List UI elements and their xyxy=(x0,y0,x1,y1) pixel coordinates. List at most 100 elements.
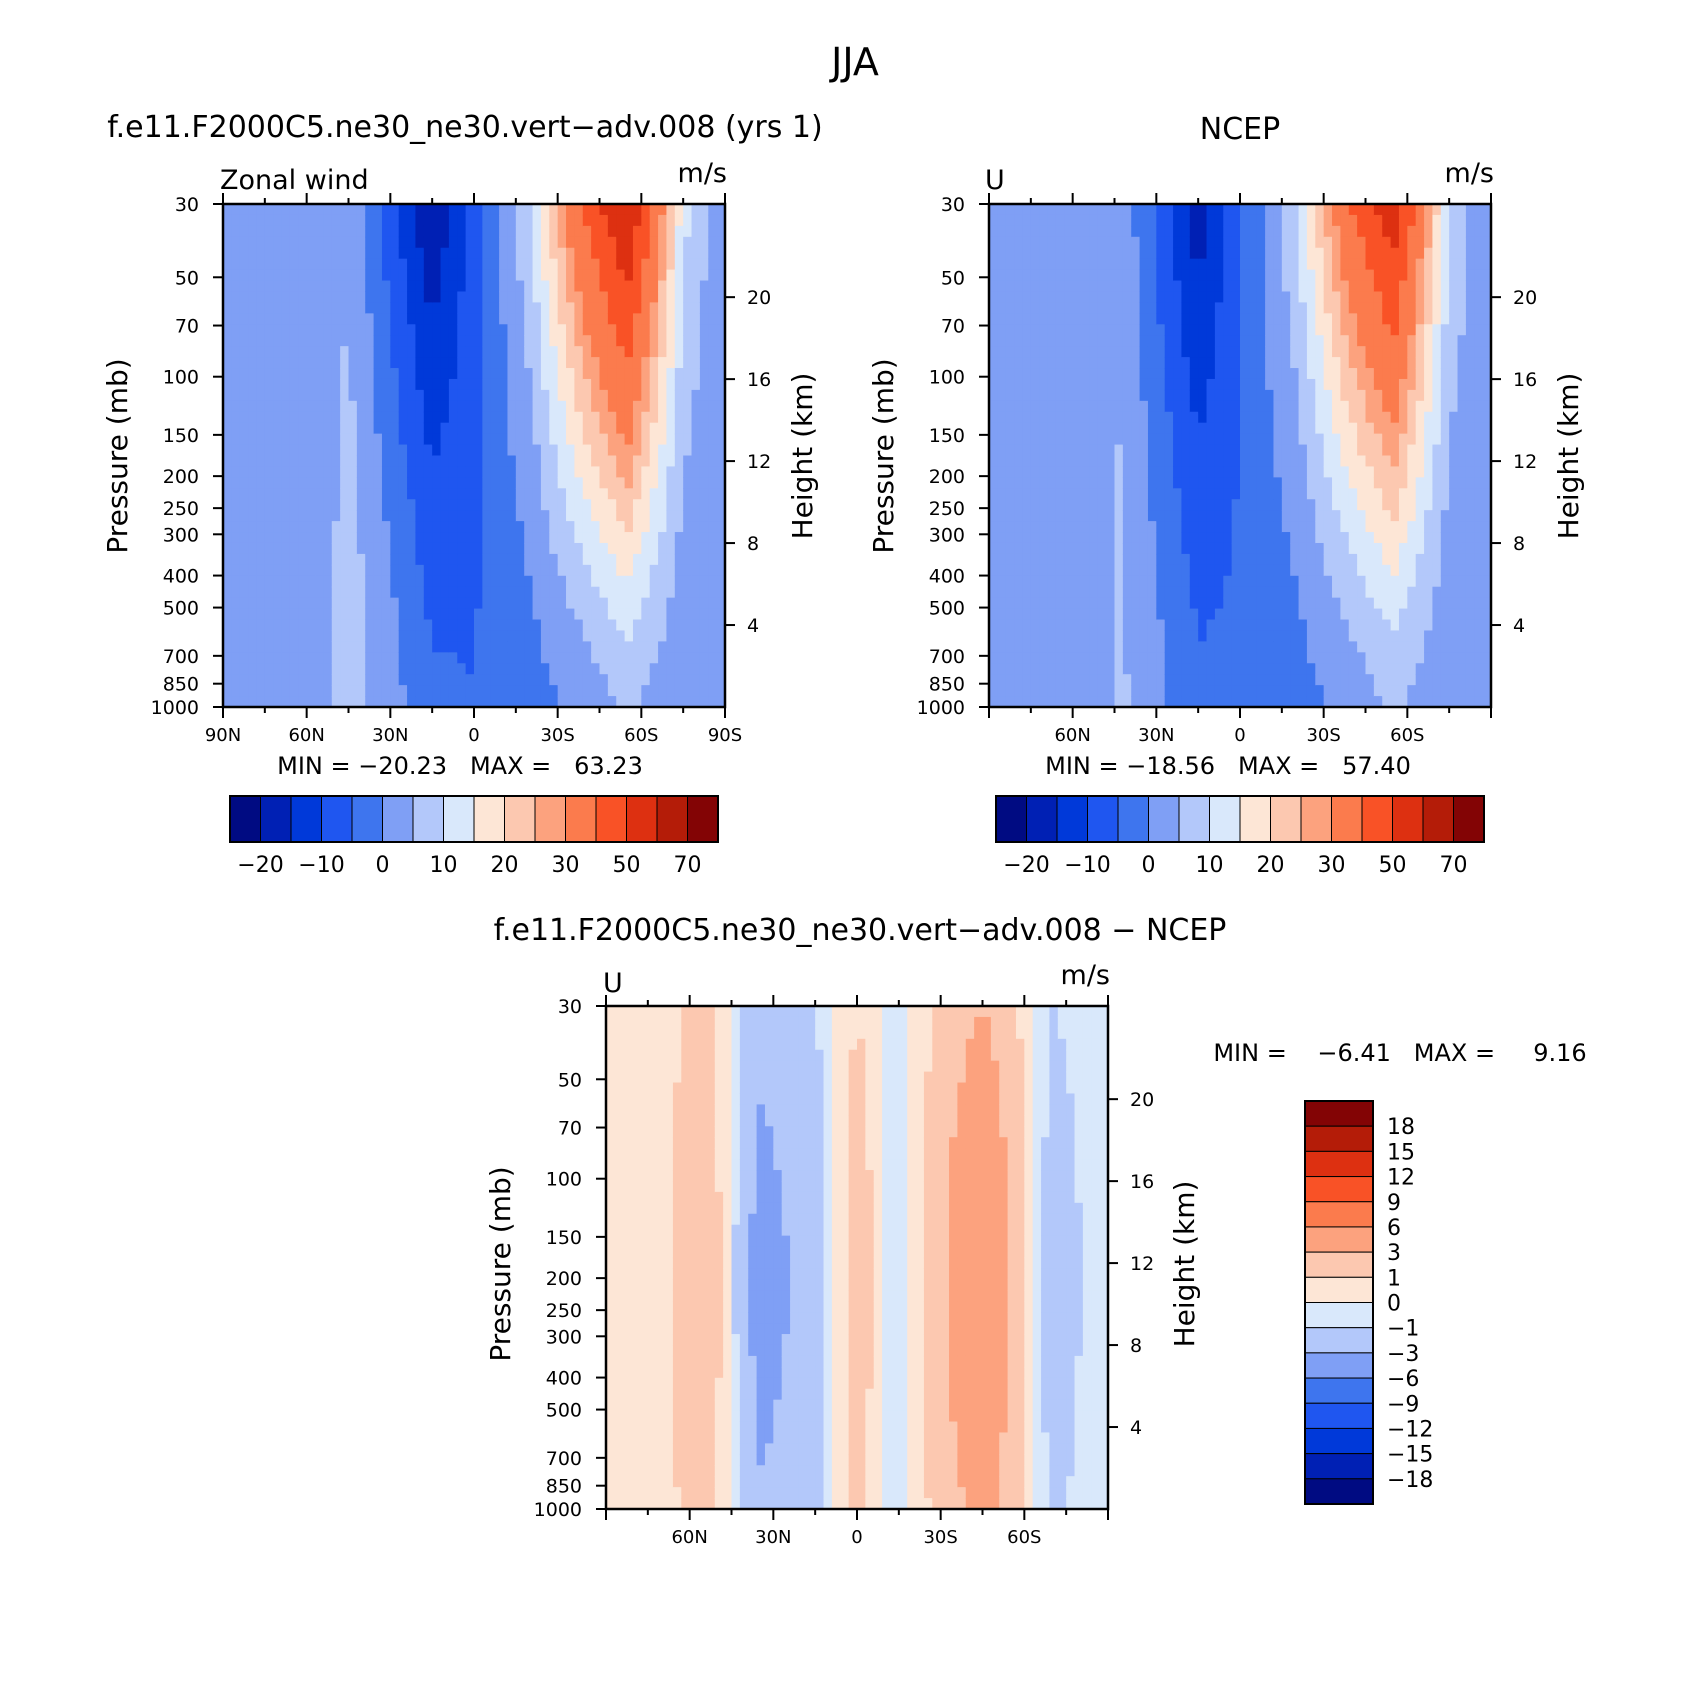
field-cell xyxy=(540,510,550,522)
field-cell xyxy=(482,652,492,664)
field-cell xyxy=(1106,663,1116,675)
field-cell xyxy=(524,575,534,588)
field-cell xyxy=(1055,389,1065,402)
field-cell xyxy=(691,204,701,216)
field-cell xyxy=(1055,663,1065,675)
field-cell xyxy=(1273,291,1283,304)
field-cell xyxy=(1106,542,1116,555)
field-cell xyxy=(549,411,559,424)
field-cell xyxy=(1248,291,1258,304)
field-cell xyxy=(699,521,709,533)
field-cell xyxy=(423,575,433,588)
field-cell xyxy=(1005,236,1015,249)
field-cell xyxy=(641,204,651,216)
field-cell xyxy=(1064,575,1074,588)
field-cell xyxy=(1164,302,1174,314)
field-cell xyxy=(666,324,676,336)
field-cell xyxy=(1290,258,1300,271)
field-cell xyxy=(348,586,358,599)
field-cell xyxy=(474,400,483,413)
field-cell xyxy=(1265,477,1275,489)
field-cell xyxy=(231,236,241,249)
field-cell xyxy=(683,619,693,632)
field-cell xyxy=(997,313,1007,325)
field-cell xyxy=(683,389,693,402)
field-cell xyxy=(1281,204,1291,216)
field-cell xyxy=(1039,641,1049,653)
field-cell xyxy=(691,225,701,238)
field-cell xyxy=(666,204,676,216)
field-cell xyxy=(674,280,684,293)
field-cell xyxy=(515,422,525,435)
field-cell xyxy=(499,368,509,380)
field-cell xyxy=(1064,280,1074,293)
field-cell xyxy=(1340,389,1350,402)
field-cell xyxy=(1114,674,1124,686)
field-cell xyxy=(256,630,266,642)
field-cell xyxy=(1022,663,1032,675)
field-cell xyxy=(223,258,232,271)
field-cell xyxy=(549,389,559,402)
field-cell xyxy=(515,477,525,489)
field-cell xyxy=(340,586,350,599)
field-cell xyxy=(1147,641,1157,653)
field-cell xyxy=(997,346,1007,358)
field-cell xyxy=(515,608,525,621)
field-cell xyxy=(381,247,391,260)
field-cell xyxy=(1047,608,1057,621)
field-cell xyxy=(1248,499,1258,511)
field-cell xyxy=(432,204,442,216)
field-cell xyxy=(273,685,283,697)
field-cell xyxy=(549,488,559,500)
field-cell xyxy=(1064,455,1074,468)
field-cell xyxy=(264,641,274,653)
field-cell xyxy=(557,247,567,260)
field-cell xyxy=(1281,674,1291,686)
field-cell xyxy=(1240,411,1249,424)
field-cell xyxy=(1030,542,1040,555)
field-cell xyxy=(248,608,258,621)
field-cell xyxy=(1273,455,1283,468)
field-cell xyxy=(716,499,726,511)
height-tick-label: 8 xyxy=(747,533,759,555)
field-cell xyxy=(1231,258,1241,271)
field-cell xyxy=(540,313,550,325)
field-cell xyxy=(381,258,391,271)
field-cell xyxy=(340,346,350,358)
field-cell xyxy=(515,280,525,293)
field-cell xyxy=(248,378,258,391)
field-cell xyxy=(1214,466,1224,478)
field-cell xyxy=(432,346,442,358)
field-cell xyxy=(248,652,258,664)
field-cell xyxy=(1248,280,1258,293)
field-cell xyxy=(490,324,500,336)
field-cell xyxy=(557,378,567,391)
field-cell xyxy=(1122,378,1132,391)
field-cell xyxy=(1198,400,1208,413)
field-cell xyxy=(1106,411,1116,424)
field-cell xyxy=(1097,466,1107,478)
field-cell xyxy=(716,302,726,314)
field-cell xyxy=(1014,389,1024,402)
field-cell xyxy=(390,575,400,588)
field-cell xyxy=(273,236,283,249)
field-cell xyxy=(997,225,1007,238)
field-cell xyxy=(1223,247,1233,260)
field-cell xyxy=(499,389,509,402)
field-cell xyxy=(231,455,241,468)
field-cell xyxy=(566,586,575,599)
field-cell xyxy=(356,685,366,697)
field-cell xyxy=(1323,499,1333,511)
field-cell xyxy=(1306,346,1316,358)
field-cell xyxy=(381,411,391,424)
field-cell xyxy=(348,422,358,435)
field-cell xyxy=(1298,400,1308,413)
field-cell xyxy=(1131,685,1141,697)
field-cell xyxy=(1231,214,1241,227)
field-cell xyxy=(1281,433,1291,446)
field-cell xyxy=(1189,608,1199,621)
field-cell xyxy=(1273,302,1283,314)
colorbar-box xyxy=(595,795,627,843)
field-cell xyxy=(524,214,534,227)
field-cell xyxy=(1122,324,1132,336)
